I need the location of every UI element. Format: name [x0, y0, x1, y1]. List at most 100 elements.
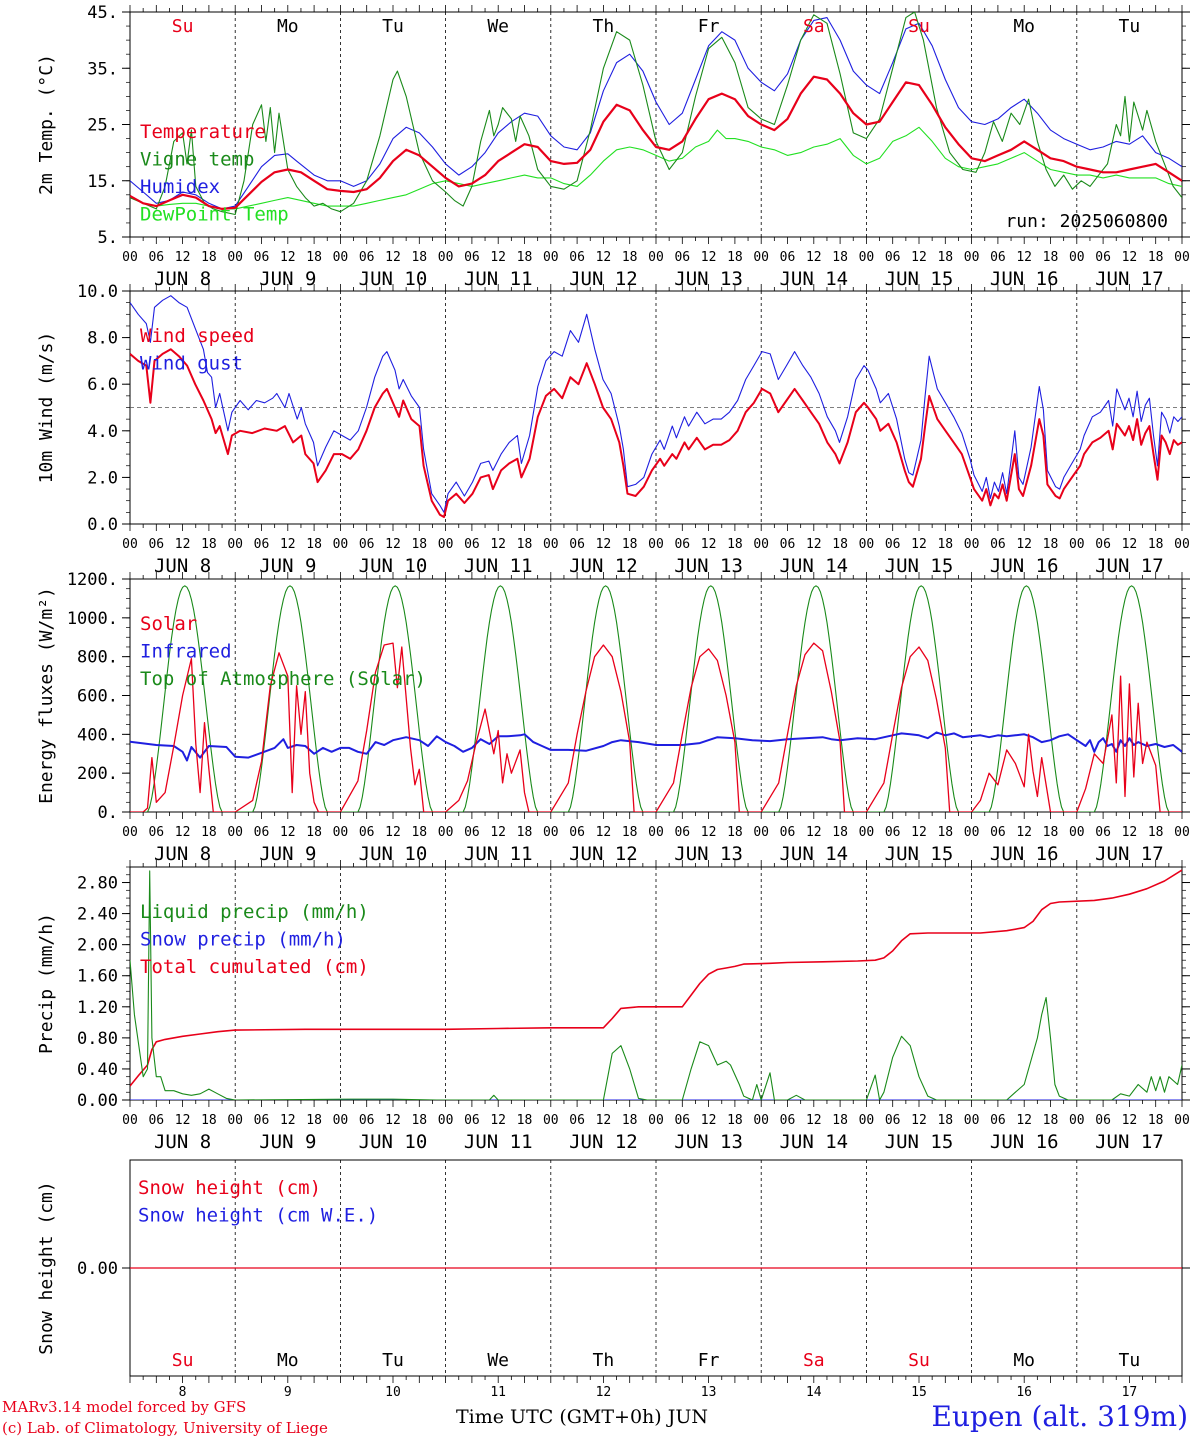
weekday-label: Fr [698, 1350, 720, 1371]
chart-panel-3: 0. 200. 400. 600. 800. 1000. 1200. Energy fluxe… [36, 570, 1190, 865]
hour-tick-label: 00 [753, 1113, 769, 1128]
hour-tick-label: 12 [280, 825, 296, 840]
hour-tick-label: 12 [175, 825, 191, 840]
hour-tick-label: 00 [438, 1113, 454, 1128]
weekday-label: Su [172, 1350, 194, 1371]
hour-tick-label: 12 [911, 537, 927, 552]
hour-tick-label: 12 [1122, 1113, 1138, 1128]
y-tick-label: 2.80 [77, 874, 118, 894]
y-tick-label: 600. [77, 687, 118, 707]
weekday-label: Sa [803, 1350, 825, 1371]
hour-tick-label: 00 [753, 537, 769, 552]
hour-tick-label: 06 [990, 250, 1006, 265]
y-tick-label: 1000. [67, 609, 118, 629]
day-number-label: 11 [490, 1385, 506, 1400]
hour-tick-label: 18 [1148, 1113, 1164, 1128]
hour-tick-label: 06 [359, 537, 375, 552]
day-label: JUN 14 [779, 843, 848, 865]
model-credit: MARv3.14 model forced by GFS [2, 1398, 247, 1416]
hour-tick-label: 06 [885, 825, 901, 840]
day-number-label: 17 [1122, 1385, 1138, 1400]
hour-tick-label: 00 [859, 250, 875, 265]
hour-tick-label: 06 [254, 825, 270, 840]
hour-tick-label: 12 [280, 1113, 296, 1128]
day-label: JUN 12 [569, 1131, 638, 1153]
y-tick-label: 4.0 [87, 422, 118, 442]
hour-tick-label: 18 [306, 1113, 322, 1128]
hour-tick-label: 00 [543, 537, 559, 552]
hour-tick-label: 06 [674, 250, 690, 265]
hour-tick-label: 18 [937, 825, 953, 840]
series-group [130, 585, 1182, 812]
day-label: JUN 13 [674, 555, 743, 577]
hour-tick-label: 00 [1174, 250, 1190, 265]
hour-tick-label: 18 [622, 537, 638, 552]
day-label: JUN 9 [259, 555, 316, 577]
hour-tick-label: 12 [490, 1113, 506, 1128]
day-label: JUN 9 [259, 843, 316, 865]
hour-tick-label: 00 [122, 825, 138, 840]
legend-entry: Top of Atmosphere (Solar) [140, 668, 426, 690]
hour-tick-label: 18 [937, 537, 953, 552]
hour-tick-label: 12 [596, 537, 612, 552]
weekday-label: Th [593, 16, 615, 37]
series-line [130, 295, 1182, 513]
hour-tick-label: 12 [1016, 250, 1032, 265]
hour-tick-label: 12 [806, 1113, 822, 1128]
y-tick-label: 0.40 [77, 1060, 118, 1080]
day-label: JUN 9 [259, 1131, 316, 1153]
y-tick-label: 0.00 [77, 1091, 118, 1111]
hour-tick-label: 06 [780, 537, 796, 552]
legend-entry: Wind gust [140, 353, 243, 375]
hour-tick-label: 12 [1122, 537, 1138, 552]
hour-tick-label: 18 [1148, 250, 1164, 265]
y-tick-label: 1.20 [77, 998, 118, 1018]
series-line [130, 12, 1182, 216]
hour-tick-label: 18 [201, 537, 217, 552]
station-name: Eupen (alt. 319m) [931, 1400, 1188, 1433]
hour-tick-label: 06 [254, 1113, 270, 1128]
hour-tick-label: 18 [1148, 825, 1164, 840]
hour-tick-label: 00 [1069, 250, 1085, 265]
hour-tick-label: 18 [622, 250, 638, 265]
hour-tick-label: 06 [359, 825, 375, 840]
hour-tick-label: 12 [1016, 537, 1032, 552]
hour-tick-label: 12 [385, 1113, 401, 1128]
day-label: JUN 16 [990, 1131, 1059, 1153]
day-label: JUN 13 [674, 843, 743, 865]
day-number-label: 14 [806, 1385, 822, 1400]
y-tick-label: 200. [77, 764, 118, 784]
hour-tick-label: 12 [911, 1113, 927, 1128]
hour-tick-label: 00 [859, 825, 875, 840]
day-label: JUN 8 [154, 268, 211, 290]
hour-tick-label: 18 [411, 250, 427, 265]
hour-tick-label: 06 [780, 250, 796, 265]
hour-tick-label: 00 [333, 537, 349, 552]
hour-tick-label: 12 [1016, 825, 1032, 840]
hour-tick-label: 12 [490, 825, 506, 840]
hour-tick-label: 18 [201, 1113, 217, 1128]
legend-entry: Temperature [140, 121, 266, 143]
hour-tick-label: 00 [333, 825, 349, 840]
hour-tick-label: 12 [385, 250, 401, 265]
hour-tick-label: 00 [543, 1113, 559, 1128]
y-tick-label: 0.0 [87, 515, 118, 535]
hour-tick-label: 18 [411, 825, 427, 840]
y-tick-label: 0. [98, 803, 118, 823]
weekday-label: Mo [277, 16, 299, 37]
hour-tick-label: 06 [990, 1113, 1006, 1128]
day-label: JUN 11 [464, 843, 533, 865]
hour-tick-label: 06 [990, 537, 1006, 552]
day-number-label: 15 [911, 1385, 927, 1400]
hour-tick-label: 00 [648, 250, 664, 265]
legend-entry: Liquid precip (mm/h) [140, 901, 369, 923]
series-group [130, 12, 1182, 216]
hour-tick-label: 00 [1069, 1113, 1085, 1128]
hour-tick-label: 06 [254, 537, 270, 552]
hour-tick-label: 00 [964, 537, 980, 552]
hour-tick-label: 12 [701, 250, 717, 265]
hour-tick-label: 06 [885, 1113, 901, 1128]
day-label: JUN 9 [259, 268, 316, 290]
hour-tick-label: 06 [674, 825, 690, 840]
hour-tick-label: 00 [122, 537, 138, 552]
